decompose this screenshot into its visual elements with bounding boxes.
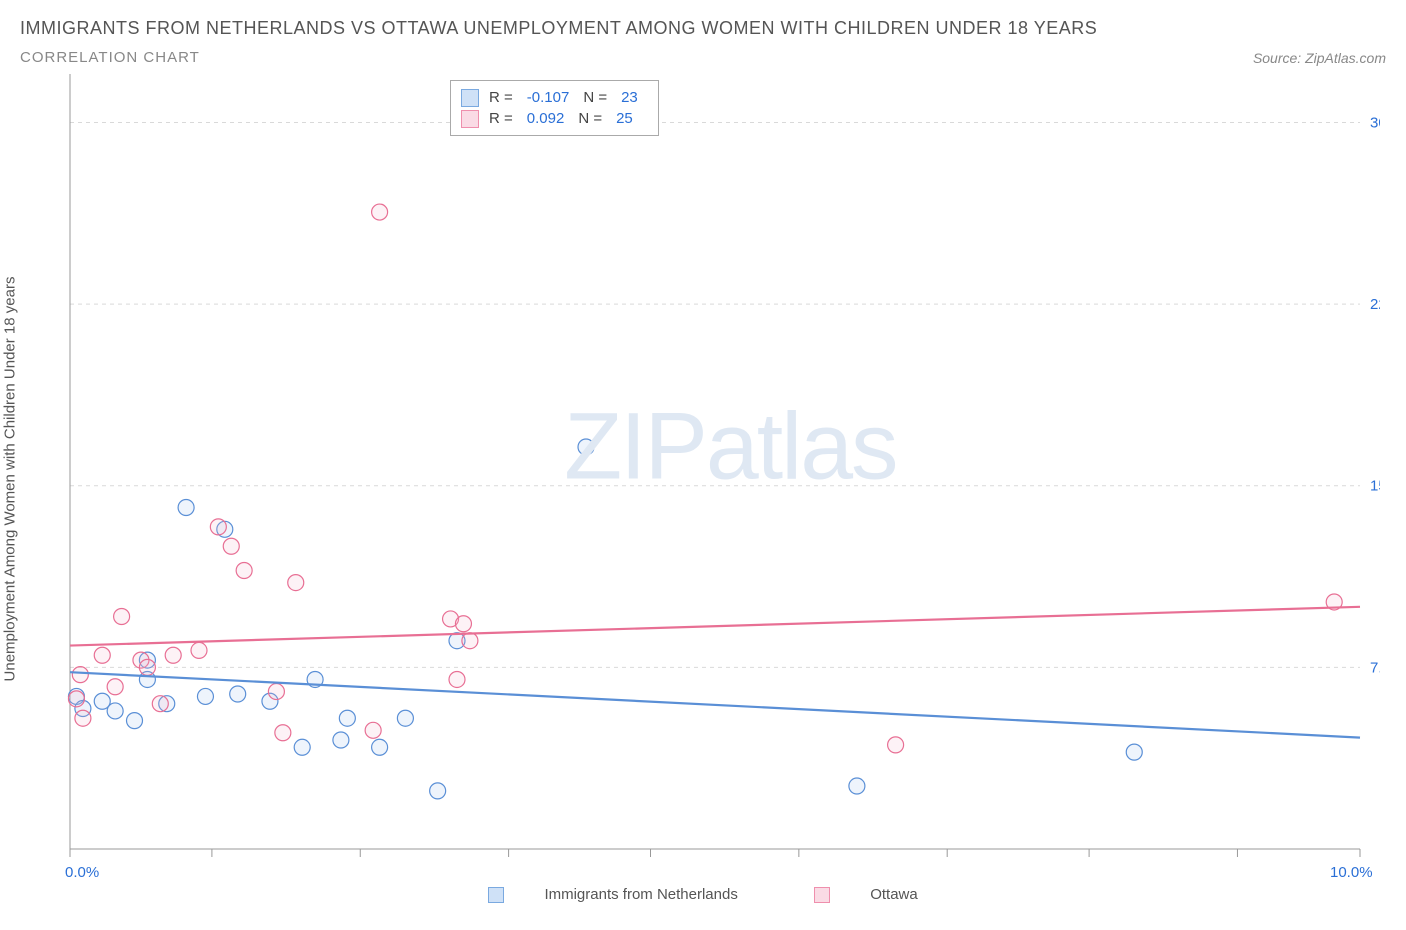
x-tick-label: 10.0% <box>1330 864 1373 881</box>
legend-label: Ottawa <box>870 886 918 903</box>
chart-header: IMMIGRANTS FROM NETHERLANDS VS OTTAWA UN… <box>20 18 1386 66</box>
svg-text:30.0%: 30.0% <box>1370 114 1380 131</box>
legend-label: Immigrants from Netherlands <box>544 886 737 903</box>
r-value: 0.092 <box>521 108 571 129</box>
svg-text:22.5%: 22.5% <box>1370 296 1380 313</box>
x-tick-label: 0.0% <box>65 864 99 881</box>
series-swatch-icon <box>461 110 479 128</box>
x-axis-labels: 0.0% 10.0% <box>20 864 1386 884</box>
source-label: Source: ZipAtlas.com <box>1253 50 1386 66</box>
chart-subtitle: CORRELATION CHART <box>20 49 1386 66</box>
series-swatch-icon <box>488 887 504 903</box>
y-axis-label: Unemployment Among Women with Children U… <box>2 277 19 682</box>
scatter-plot: 7.5% 15.0% 22.5% 30.0% <box>20 74 1380 864</box>
svg-text:7.5%: 7.5% <box>1370 659 1380 676</box>
correlation-box: R = -0.107 N = 23 R = 0.092 N = 25 <box>450 80 659 136</box>
series-swatch-icon <box>814 887 830 903</box>
bottom-legend: Immigrants from Netherlands Ottawa <box>20 886 1386 903</box>
correlation-row: R = 0.092 N = 25 <box>461 108 644 129</box>
svg-text:15.0%: 15.0% <box>1370 478 1380 495</box>
n-value: 25 <box>610 108 639 129</box>
legend-item: Ottawa <box>796 886 936 903</box>
n-value: 23 <box>615 87 644 108</box>
r-value: -0.107 <box>521 87 576 108</box>
legend-item: Immigrants from Netherlands <box>470 886 760 903</box>
correlation-row: R = -0.107 N = 23 <box>461 87 644 108</box>
chart-title: IMMIGRANTS FROM NETHERLANDS VS OTTAWA UN… <box>20 18 1386 39</box>
chart-area: Unemployment Among Women with Children U… <box>20 74 1386 884</box>
series-swatch-icon <box>461 89 479 107</box>
